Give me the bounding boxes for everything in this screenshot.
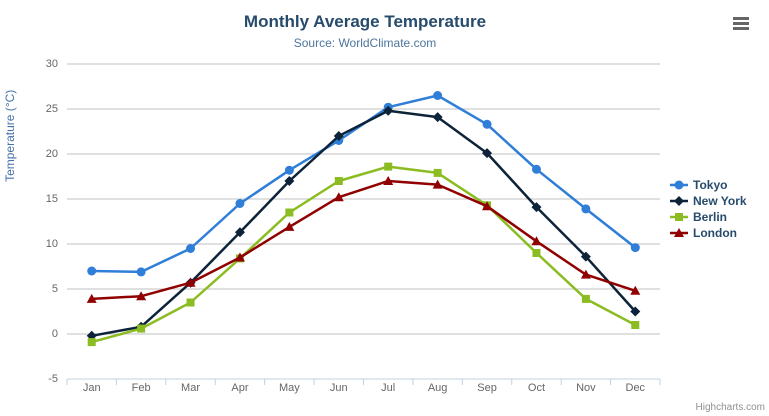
legend-label: Berlin (693, 210, 728, 224)
data-point-berlin[interactable] (631, 321, 640, 329)
data-point-london[interactable] (383, 176, 394, 185)
hamburger-icon (733, 17, 751, 30)
data-point-berlin[interactable] (87, 338, 96, 347)
x-axis-label: May (278, 382, 300, 394)
data-point-new-york[interactable] (580, 251, 591, 262)
data-point-london[interactable] (284, 221, 295, 231)
legend-label: Tokyo (693, 178, 728, 192)
data-point-london[interactable] (185, 277, 196, 287)
data-point-tokyo[interactable] (235, 199, 245, 208)
data-point-london[interactable] (630, 285, 641, 295)
data-point-london[interactable] (580, 269, 591, 279)
legend: Tokyo New York Berlin London (670, 177, 747, 241)
legend-marker-triangle-icon (670, 228, 688, 237)
chart-title: Monthly Average Temperature (243, 12, 487, 31)
y-axis-label: 10 (45, 238, 58, 250)
chart-subtitle: Source: WorldClimate.com (293, 36, 437, 50)
data-point-new-york[interactable] (234, 227, 245, 238)
y-axis-label: 5 (51, 283, 58, 295)
data-point-new-york[interactable] (432, 112, 443, 123)
data-point-tokyo[interactable] (482, 119, 492, 129)
y-axis-label: 15 (45, 193, 58, 205)
export-menu-button[interactable] (731, 15, 753, 33)
data-point-new-york[interactable] (333, 131, 344, 141)
x-axis-label: Jun (329, 382, 348, 394)
legend-marker-circle-icon (670, 180, 688, 190)
data-point-tokyo[interactable] (186, 244, 196, 253)
credits-link[interactable]: Highcharts.com (695, 402, 765, 413)
series-line-berlin (91, 165, 636, 344)
y-axis-label: -5 (48, 373, 58, 385)
data-point-london[interactable] (136, 291, 147, 301)
data-point-new-york[interactable] (482, 148, 493, 159)
series-line-tokyo (91, 94, 637, 274)
data-point-berlin[interactable] (532, 249, 541, 257)
legend-item-new-york[interactable]: New York (670, 193, 747, 209)
data-point-berlin[interactable] (334, 177, 343, 185)
y-axis-label: 0 (51, 328, 58, 340)
x-axis-label: Jan (82, 382, 101, 394)
legend-item-berlin[interactable]: Berlin (670, 209, 747, 225)
data-point-new-york[interactable] (531, 202, 542, 213)
x-axis-label: Dec (625, 382, 646, 394)
data-point-berlin[interactable] (581, 294, 590, 303)
data-point-tokyo[interactable] (284, 165, 294, 175)
data-point-berlin[interactable] (384, 162, 393, 171)
data-point-berlin[interactable] (137, 324, 146, 333)
x-axis-label: Oct (527, 382, 546, 394)
data-point-london[interactable] (531, 236, 542, 246)
data-point-berlin[interactable] (285, 208, 294, 217)
x-axis-label: Sep (477, 382, 497, 394)
y-axis-label: 25 (45, 103, 58, 115)
data-point-london[interactable] (234, 252, 245, 262)
x-axis-label: Mar (181, 382, 200, 394)
data-point-berlin[interactable] (433, 168, 442, 177)
x-axis-label: Jul (381, 382, 396, 394)
x-axis-label: Feb (131, 382, 151, 394)
legend-marker-diamond-icon (670, 196, 688, 206)
x-axis-label: Nov (576, 382, 596, 394)
data-point-london[interactable] (482, 201, 493, 211)
legend-label: New York (693, 194, 747, 208)
data-point-berlin[interactable] (186, 298, 195, 307)
data-point-tokyo[interactable] (581, 204, 591, 214)
data-point-london[interactable] (432, 179, 443, 189)
data-point-london[interactable] (86, 293, 97, 303)
data-point-new-york[interactable] (630, 306, 641, 317)
data-point-tokyo[interactable] (136, 267, 146, 277)
data-point-new-york[interactable] (383, 105, 394, 116)
legend-marker-square-icon (670, 213, 688, 221)
y-axis-label: 30 (45, 58, 58, 70)
data-point-tokyo[interactable] (87, 266, 97, 276)
legend-item-london[interactable]: London (670, 225, 747, 241)
legend-label: London (693, 226, 737, 240)
legend-item-tokyo[interactable]: Tokyo (670, 177, 747, 193)
y-axis-label: 20 (45, 148, 58, 160)
series-line-london (91, 179, 636, 301)
data-point-tokyo[interactable] (630, 243, 640, 253)
data-point-tokyo[interactable] (433, 91, 443, 100)
data-point-tokyo[interactable] (531, 164, 541, 174)
x-axis-label: Aug (427, 382, 448, 394)
series-line-new-york (91, 109, 637, 338)
x-axis-label: Apr (231, 382, 249, 394)
data-point-new-york[interactable] (284, 176, 295, 186)
data-point-london[interactable] (333, 192, 344, 202)
